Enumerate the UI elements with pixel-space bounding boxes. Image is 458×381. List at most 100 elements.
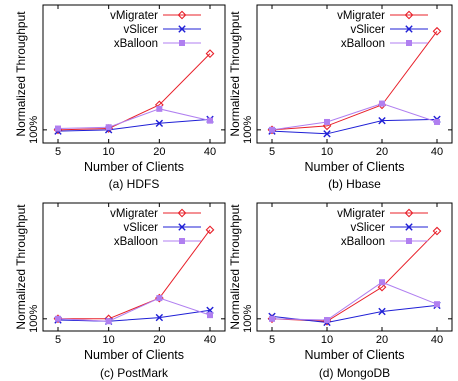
series-line-vSlicer: [57, 118, 211, 132]
y-tick-label: 100%: [242, 116, 254, 144]
legend-marker: [405, 25, 413, 33]
x-tick-label: 5: [269, 146, 275, 158]
data-point-xBalloon: [156, 295, 163, 302]
legend-label: vSlicer: [350, 222, 385, 234]
series-line-xBalloon: [57, 297, 211, 322]
legend-marker: [178, 223, 186, 231]
series-line-xBalloon: [271, 103, 438, 131]
chart-panel-1: 5 10 20 40 100% Number of Clients Normalized T…: [14, 4, 226, 191]
plot-frame: [42, 4, 226, 144]
x-tick-label: 20: [153, 146, 165, 158]
x-tick-label: 40: [204, 146, 216, 158]
series-line-vSlicer: [271, 118, 438, 135]
x-tick-label: 20: [376, 146, 388, 158]
data-point-xBalloon: [269, 315, 275, 322]
data-point-xBalloon: [324, 317, 330, 324]
data-point-xBalloon: [269, 126, 275, 133]
series-line-xBalloon: [57, 108, 211, 130]
y-axis-label: Normalized Throughput: [14, 11, 28, 137]
legend-marker: [179, 238, 185, 244]
data-point-vSlicer: [378, 307, 386, 316]
series-line-xBalloon: [271, 281, 438, 321]
legend-marker: [178, 25, 186, 33]
chart-panel-4: 5 10 20 40 100% Number of Clients Normalized T…: [228, 202, 453, 380]
legend-label: vMigrater: [110, 10, 158, 22]
x-tick-label: 10: [321, 146, 333, 158]
series-line-vMigrater: [271, 30, 438, 131]
x-tick-label: 10: [321, 334, 333, 346]
legend-label: vMigrater: [110, 208, 158, 220]
legend-label: xBalloon: [114, 38, 158, 50]
legend-marker: [179, 40, 185, 46]
series-line-vMigrater: [271, 230, 438, 322]
panel-caption: (b) Hbase: [328, 177, 381, 191]
panel-caption: (c) PostMark: [100, 366, 169, 380]
legend-marker: [177, 10, 187, 20]
y-tick-label: 100%: [28, 116, 40, 144]
y-axis-label: Normalized Throughput: [14, 204, 28, 330]
x-axis-label: Number of Clients: [84, 348, 184, 362]
x-tick-label: 40: [431, 334, 443, 346]
x-tick-label: 5: [269, 334, 275, 346]
y-axis-label: Normalized Throughput: [228, 11, 242, 137]
x-tick-label: 20: [153, 334, 165, 346]
data-point-vMigrater: [377, 282, 387, 292]
data-point-vMigrater: [432, 26, 442, 36]
plot-frame: [256, 4, 453, 144]
x-tick-label: 40: [204, 334, 216, 346]
x-axis-label: Number of Clients: [84, 160, 184, 174]
legend-marker: [404, 208, 414, 218]
legend-marker: [177, 208, 187, 218]
legend-marker: [405, 223, 413, 231]
y-axis-label: Normalized Throughput: [228, 204, 242, 330]
legend-label: vMigrater: [337, 208, 385, 220]
x-tick-label: 10: [103, 146, 115, 158]
legend-label: xBalloon: [341, 38, 385, 50]
data-point-xBalloon: [156, 105, 163, 112]
data-point-vSlicer: [155, 119, 164, 127]
legend-marker: [406, 40, 412, 46]
data-point-xBalloon: [55, 315, 61, 322]
chart-panel-3: 5 10 20 40 100% Number of Clients Normalized T…: [14, 202, 226, 380]
legend-label: xBalloon: [114, 236, 158, 248]
data-point-xBalloon: [434, 301, 440, 308]
x-tick-label: 40: [431, 146, 443, 158]
series-line-vSlicer: [57, 309, 211, 322]
legend-marker: [404, 10, 414, 20]
panel-caption: (a) HDFS: [109, 177, 160, 191]
data-point-vMigrater: [205, 49, 215, 59]
legend-marker: [406, 238, 412, 244]
x-axis-label: Number of Clients: [304, 348, 404, 362]
series-line-vMigrater: [57, 53, 211, 131]
data-point-xBalloon: [379, 100, 385, 107]
legend-label: vSlicer: [350, 24, 385, 36]
legend-label: vSlicer: [123, 222, 158, 234]
y-tick-label: 100%: [242, 305, 254, 333]
legend-label: vMigrater: [337, 10, 385, 22]
x-tick-label: 5: [55, 334, 61, 346]
y-tick-label: 100%: [28, 305, 40, 333]
plot-frame: [256, 202, 453, 332]
x-tick-label: 5: [55, 146, 61, 158]
data-point-vSlicer: [378, 116, 386, 125]
data-point-xBalloon: [207, 117, 213, 124]
panel-caption: (d) MongoDB: [319, 366, 390, 380]
chart-panel-2: 5 10 20 40 100% Number of Clients Normalized T…: [228, 4, 453, 191]
data-point-xBalloon: [324, 118, 330, 125]
plot-frame: [42, 202, 226, 332]
data-point-vSlicer: [323, 130, 331, 138]
data-point-xBalloon: [207, 312, 213, 319]
series-line-vMigrater: [58, 229, 211, 320]
x-tick-label: 20: [376, 334, 388, 346]
legend-label: xBalloon: [341, 236, 385, 248]
data-point-xBalloon: [105, 124, 112, 131]
x-axis-label: Number of Clients: [304, 160, 404, 174]
data-point-xBalloon: [105, 318, 112, 325]
data-point-xBalloon: [434, 118, 440, 125]
data-point-vSlicer: [155, 313, 164, 322]
data-point-vMigrater: [205, 225, 215, 235]
legend-label: vSlicer: [123, 24, 158, 36]
data-point-xBalloon: [55, 125, 61, 132]
data-point-vMigrater: [432, 226, 442, 236]
